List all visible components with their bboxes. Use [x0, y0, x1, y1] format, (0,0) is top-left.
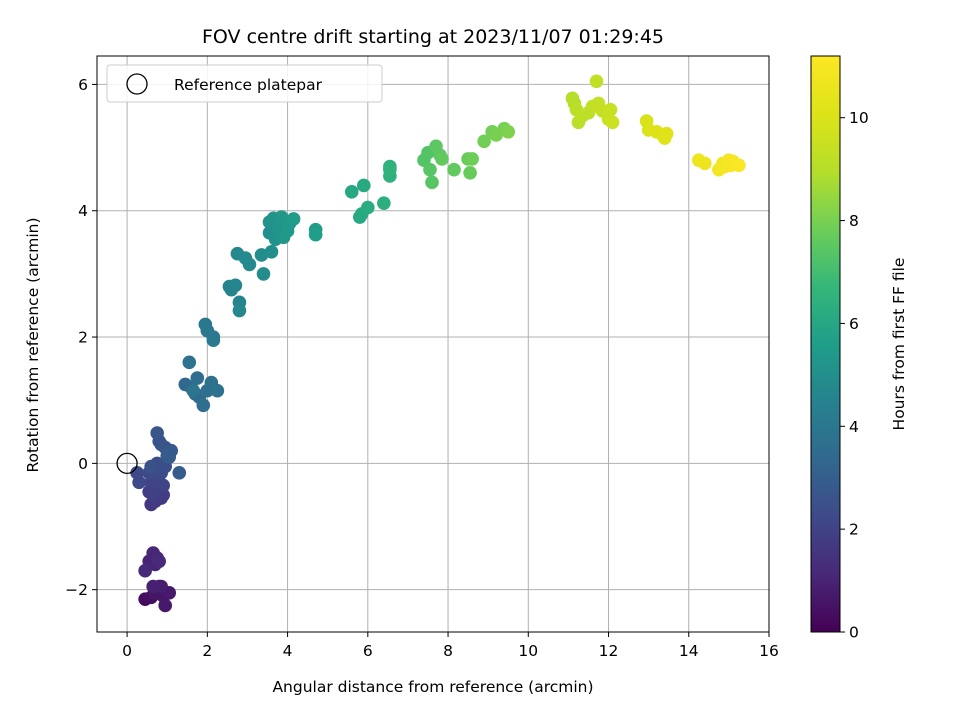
colorbar-tick-label: 10 — [849, 109, 869, 127]
axes: 0 2 4 6 8 10 12 14 16 −2 0 2 4 6 — [65, 55, 779, 660]
y-tick-label: −2 — [65, 581, 88, 599]
x-tick-label: 6 — [363, 642, 373, 660]
data-point — [182, 355, 197, 370]
colorbar-tick-label: 4 — [849, 418, 859, 436]
data-point — [423, 162, 437, 177]
chart-title: FOV centre drift starting at 2023/11/07 … — [202, 26, 664, 48]
data-point — [435, 152, 449, 166]
data-point — [659, 126, 674, 141]
x-tick-label: 10 — [518, 642, 538, 660]
y-tick-label: 2 — [78, 329, 88, 347]
data-point — [256, 267, 271, 281]
data-point — [383, 159, 397, 174]
data-point — [605, 115, 620, 130]
data-point — [172, 466, 187, 480]
colorbar-tick-label: 8 — [849, 212, 859, 230]
data-point — [465, 152, 479, 166]
plot-frame — [96, 55, 770, 633]
data-point — [264, 244, 279, 259]
data-point — [501, 124, 516, 139]
legend-entry-label: Reference platepar — [174, 76, 323, 94]
reference-platepar-marker — [116, 452, 138, 475]
y-tick-label: 6 — [78, 76, 88, 94]
x-tick-label: 2 — [202, 642, 212, 660]
data-point — [344, 184, 359, 199]
colorbar-tick-label: 0 — [849, 624, 859, 642]
data-point — [144, 459, 158, 474]
data-point — [361, 200, 375, 215]
x-tick-label: 8 — [443, 642, 453, 660]
data-point — [477, 134, 491, 149]
data-point — [150, 426, 164, 440]
legend-marker-icon — [126, 73, 148, 95]
data-point — [447, 162, 461, 177]
data-point — [589, 74, 604, 89]
data-point — [308, 227, 323, 242]
data-points — [116, 74, 746, 613]
data-point — [242, 257, 257, 272]
colorbar-tick-label: 2 — [849, 521, 859, 539]
colorbar-ticks: 0 2 4 6 8 10 — [840, 109, 869, 642]
x-tick-label: 4 — [283, 642, 293, 660]
data-point — [210, 383, 225, 398]
x-axis-label: Angular distance from reference (arcmin) — [272, 678, 593, 696]
y-tick-label: 0 — [78, 455, 88, 473]
legend-box — [106, 64, 383, 103]
data-point — [190, 371, 205, 385]
data-point — [232, 303, 247, 318]
data-point — [146, 579, 160, 594]
data-point — [158, 598, 173, 613]
x-tick-label: 14 — [679, 642, 699, 660]
x-tick-label: 0 — [122, 642, 132, 660]
data-point — [603, 102, 618, 117]
colorbar-gradient — [810, 55, 841, 633]
data-point — [196, 398, 211, 413]
colorbar-label: Hours from first FF file — [890, 258, 908, 431]
data-point — [463, 166, 477, 180]
legend: Reference platepar — [106, 64, 383, 103]
data-point — [206, 333, 221, 348]
x-tick-label: 16 — [759, 642, 779, 660]
data-point — [356, 178, 371, 193]
data-point — [186, 383, 201, 398]
data-point — [698, 156, 712, 171]
data-point — [286, 212, 301, 226]
data-point — [377, 196, 391, 210]
data-point — [732, 158, 746, 173]
data-point — [160, 448, 175, 463]
colorbar-tick-label: 6 — [849, 315, 859, 333]
data-point — [130, 466, 144, 480]
data-point — [152, 554, 166, 569]
data-point — [228, 278, 243, 293]
colorbar: 0 2 4 6 8 10 Hours from first FF file — [810, 55, 908, 642]
y-tick-label: 4 — [78, 202, 88, 220]
data-point — [425, 175, 439, 190]
x-tick-label: 12 — [599, 642, 619, 660]
data-point — [138, 563, 152, 578]
y-axis-label: Rotation from reference (arcmin) — [24, 217, 42, 472]
